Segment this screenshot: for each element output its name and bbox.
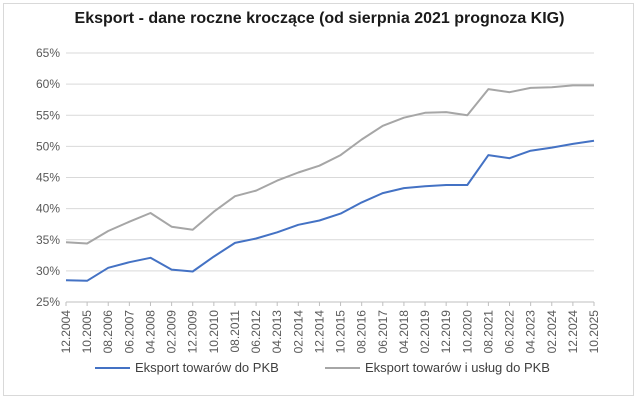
legend-label-goods-services: Eksport towarów i usług do PKB <box>365 360 550 375</box>
x-tick-label: 04.2013 <box>270 310 284 354</box>
chart-title: Eksport - dane roczne kroczące (od sierp… <box>74 10 565 27</box>
x-tick-label: 04.2023 <box>524 310 538 354</box>
x-tick-label: 12.2004 <box>59 310 73 354</box>
y-tick-label: 65% <box>36 46 60 60</box>
x-tick-label: 02.2024 <box>545 310 559 354</box>
x-tick-label: 02.2014 <box>291 310 305 354</box>
legend: Eksport towarów do PKB Eksport towarów i… <box>95 360 550 375</box>
chart-frame <box>3 3 634 396</box>
x-tick-label: 10.2025 <box>587 310 601 354</box>
x-tick-label: 08.2011 <box>228 310 242 353</box>
y-tick-label: 55% <box>36 108 60 122</box>
y-tick-label: 30% <box>36 264 60 278</box>
gridlines <box>66 52 594 303</box>
x-tick-label: 10.2020 <box>460 310 474 354</box>
x-tick-label: 02.2009 <box>165 310 179 354</box>
x-tick-label: 08.2016 <box>355 310 369 354</box>
series-line-1 <box>65 84 594 245</box>
y-tick-label: 50% <box>36 139 60 153</box>
legend-label-goods: Eksport towarów do PKB <box>135 360 279 375</box>
y-tick-label: 25% <box>36 295 60 309</box>
x-tick-label: 06.2017 <box>376 310 390 354</box>
x-tick-label: 10.2010 <box>207 310 221 354</box>
x-tick-label: 06.2007 <box>122 310 136 354</box>
x-tick-label: 04.2008 <box>143 310 157 354</box>
x-tick-label: 08.2006 <box>101 310 115 354</box>
x-axis-ticks: 12.2004 10.2005 08.2006 06.2007 04.2008 02.20… <box>59 301 601 354</box>
series-lines <box>65 84 595 282</box>
x-tick-label: 12.2019 <box>439 310 453 354</box>
y-tick-label: 40% <box>36 202 60 216</box>
x-tick-label: 06.2022 <box>503 310 517 354</box>
x-tick-label: 02.2019 <box>418 310 432 354</box>
x-tick-label: 08.2021 <box>481 310 495 354</box>
y-tick-label: 45% <box>36 171 60 185</box>
y-tick-label: 35% <box>36 233 60 247</box>
x-tick-label: 04.2018 <box>397 310 411 354</box>
x-tick-label: 12.2014 <box>312 310 326 354</box>
x-tick-label: 12.2024 <box>566 310 580 354</box>
y-tick-label: 60% <box>36 77 60 91</box>
x-tick-label: 06.2012 <box>249 310 263 354</box>
series-line-0 <box>65 139 595 282</box>
y-axis-ticks: 25% 30% 35% 40% 45% 50% 55% 60% 65% <box>36 46 60 309</box>
x-tick-label: 12.2009 <box>186 310 200 354</box>
x-tick-label: 10.2015 <box>334 310 348 354</box>
x-tick-label: 10.2005 <box>80 310 94 354</box>
